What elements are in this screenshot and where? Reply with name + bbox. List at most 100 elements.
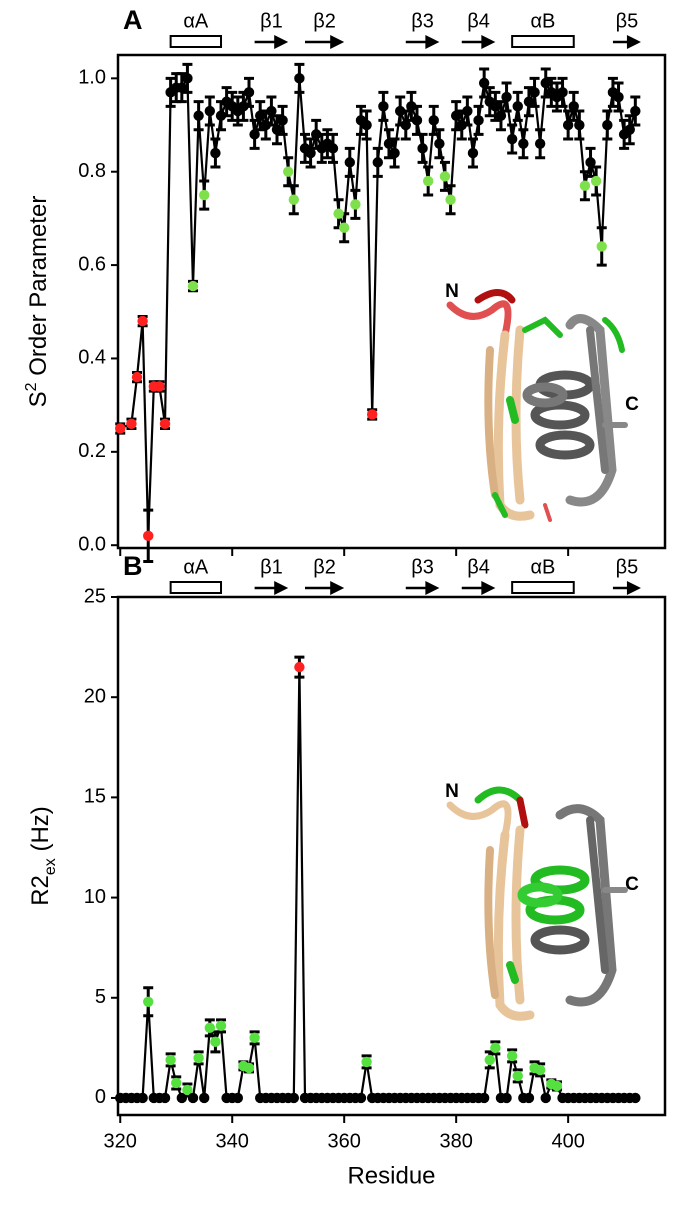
data-point xyxy=(143,996,154,1007)
data-point xyxy=(422,175,434,187)
y-tick-label: 0.4 xyxy=(78,347,106,369)
data-point xyxy=(613,91,624,103)
data-point xyxy=(333,208,344,219)
data-point xyxy=(378,101,389,112)
x-axis-label: Residue xyxy=(347,1162,435,1189)
data-point xyxy=(417,143,428,154)
data-point xyxy=(512,101,523,112)
data-point xyxy=(624,124,635,135)
strand-head xyxy=(274,35,289,49)
y-label-suffix: (Hz) xyxy=(27,806,54,858)
y-axis-label: S2 Order Parameter xyxy=(23,196,53,408)
helix xyxy=(511,581,575,594)
data-point xyxy=(249,129,260,140)
protein-cartoon xyxy=(446,289,628,522)
data-point xyxy=(305,147,316,159)
strand-head xyxy=(626,581,641,595)
data-point xyxy=(210,147,221,159)
data-point xyxy=(540,1092,551,1104)
data-point xyxy=(557,87,568,98)
data-point xyxy=(523,96,535,107)
plot-frame xyxy=(116,595,667,1117)
data-point xyxy=(131,371,143,383)
data-point xyxy=(518,138,529,149)
data-point xyxy=(462,105,473,117)
data-point xyxy=(260,119,272,131)
terminus-label: N xyxy=(445,281,459,302)
data-point xyxy=(366,409,378,420)
data-point xyxy=(400,119,411,131)
helix xyxy=(511,35,575,48)
data-point xyxy=(406,101,417,112)
structure-label: β2 xyxy=(313,556,336,578)
data-point xyxy=(204,1022,216,1034)
strand-head xyxy=(330,581,345,595)
data-point xyxy=(271,124,283,135)
helix xyxy=(169,581,223,594)
x-tick-label: 380 xyxy=(439,1130,472,1152)
data-point xyxy=(210,1036,221,1048)
data-point xyxy=(372,157,383,168)
data-point xyxy=(361,1056,372,1068)
data-point xyxy=(350,199,361,210)
data-point xyxy=(159,418,171,430)
data-point xyxy=(590,175,602,187)
data-point xyxy=(411,115,423,126)
structure-label: β1 xyxy=(260,556,283,578)
y-tick-label: 0.2 xyxy=(78,440,106,462)
y-tick-label: 25 xyxy=(84,585,106,607)
panel-label: A xyxy=(123,5,143,35)
data-point xyxy=(506,1050,518,1062)
data-point xyxy=(126,418,137,430)
data-point xyxy=(434,138,445,149)
data-point xyxy=(596,241,607,252)
data-point xyxy=(467,147,479,159)
data-point xyxy=(187,1092,199,1104)
data-point xyxy=(490,1042,501,1054)
data-point xyxy=(439,171,451,182)
data-point xyxy=(512,1070,523,1082)
y-label-suffix: Order Parameter xyxy=(25,196,52,383)
strand-head xyxy=(330,35,345,49)
data-point xyxy=(199,1092,210,1104)
data-point xyxy=(182,1084,193,1096)
strand-head xyxy=(626,35,641,49)
data-point xyxy=(215,1020,227,1032)
data-point xyxy=(310,129,322,140)
terminus-label: C xyxy=(625,874,639,895)
data-point xyxy=(294,661,305,673)
data-point xyxy=(215,110,227,121)
y-label-sub: ex xyxy=(42,858,59,875)
y-tick-label: 15 xyxy=(84,786,106,808)
data-point xyxy=(428,115,439,126)
data-point xyxy=(137,315,148,327)
data-point xyxy=(176,82,188,93)
data-point xyxy=(361,119,372,131)
data-point xyxy=(204,105,216,117)
data-point xyxy=(602,119,613,131)
data-point xyxy=(232,1092,244,1104)
plot-frame xyxy=(116,53,667,550)
data-point xyxy=(630,105,641,117)
data-point xyxy=(551,1080,563,1092)
data-point xyxy=(534,1064,546,1076)
structure-label: β5 xyxy=(616,10,639,32)
data-point xyxy=(630,1092,641,1104)
x-tick-label: 360 xyxy=(328,1130,361,1152)
data-point xyxy=(193,110,204,121)
data-point xyxy=(478,77,490,89)
data-point xyxy=(383,138,395,149)
data-point xyxy=(540,77,551,89)
data-point xyxy=(255,110,266,121)
strand-head xyxy=(425,35,440,49)
data-point xyxy=(338,222,350,233)
data-point xyxy=(249,1032,260,1044)
data-point xyxy=(159,1092,171,1104)
data-point xyxy=(529,87,540,98)
structure-label: β4 xyxy=(467,556,490,578)
data-point xyxy=(568,101,579,112)
y-tick-label: 5 xyxy=(95,986,106,1008)
data-point xyxy=(266,105,277,117)
data-point xyxy=(579,180,591,191)
